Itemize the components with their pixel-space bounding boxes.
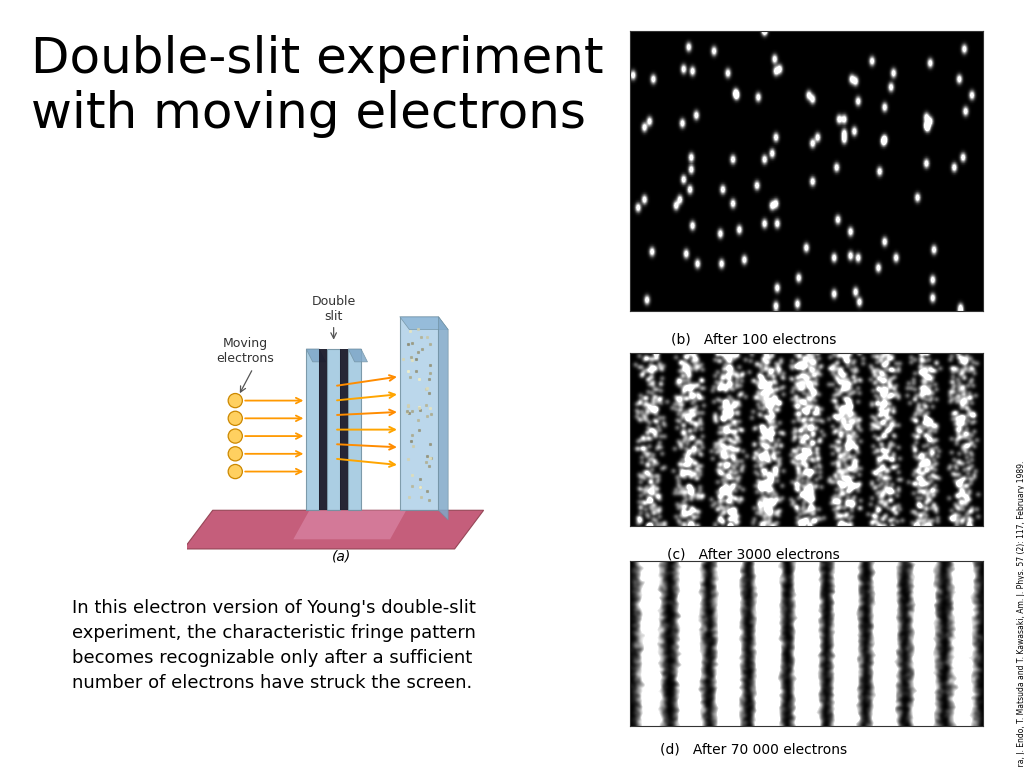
Circle shape	[228, 411, 243, 425]
Polygon shape	[438, 316, 449, 520]
Text: (d)   After 70 000 electrons: (d) After 70 000 electrons	[659, 743, 847, 756]
Polygon shape	[306, 349, 326, 362]
Text: (b)   After 100 electrons: (b) After 100 electrons	[671, 333, 836, 346]
Text: (a): (a)	[332, 549, 351, 564]
Text: Moving
electrons: Moving electrons	[216, 337, 273, 365]
Circle shape	[228, 447, 243, 461]
Polygon shape	[319, 349, 328, 510]
Text: Courtesy Akira tonomura, J. Endo, T. Matsuda and T. Kawasaki, Am. J. Phys. 57 (2: Courtesy Akira tonomura, J. Endo, T. Mat…	[1018, 461, 1024, 768]
Polygon shape	[183, 510, 483, 549]
Text: Double-slit experiment
with moving electrons: Double-slit experiment with moving elect…	[31, 35, 603, 138]
Polygon shape	[399, 316, 438, 510]
Polygon shape	[348, 349, 361, 510]
Polygon shape	[293, 510, 407, 539]
Text: Double
slit: Double slit	[311, 295, 355, 323]
Polygon shape	[306, 349, 319, 510]
Polygon shape	[399, 316, 449, 329]
Circle shape	[228, 429, 243, 443]
Polygon shape	[340, 349, 348, 510]
Text: In this electron version of Young's double-slit
experiment, the characteristic f: In this electron version of Young's doub…	[72, 599, 475, 692]
Circle shape	[228, 465, 243, 478]
Polygon shape	[328, 349, 340, 510]
Circle shape	[228, 393, 243, 408]
Polygon shape	[348, 349, 368, 362]
Text: (c)   After 3000 electrons: (c) After 3000 electrons	[667, 548, 840, 561]
